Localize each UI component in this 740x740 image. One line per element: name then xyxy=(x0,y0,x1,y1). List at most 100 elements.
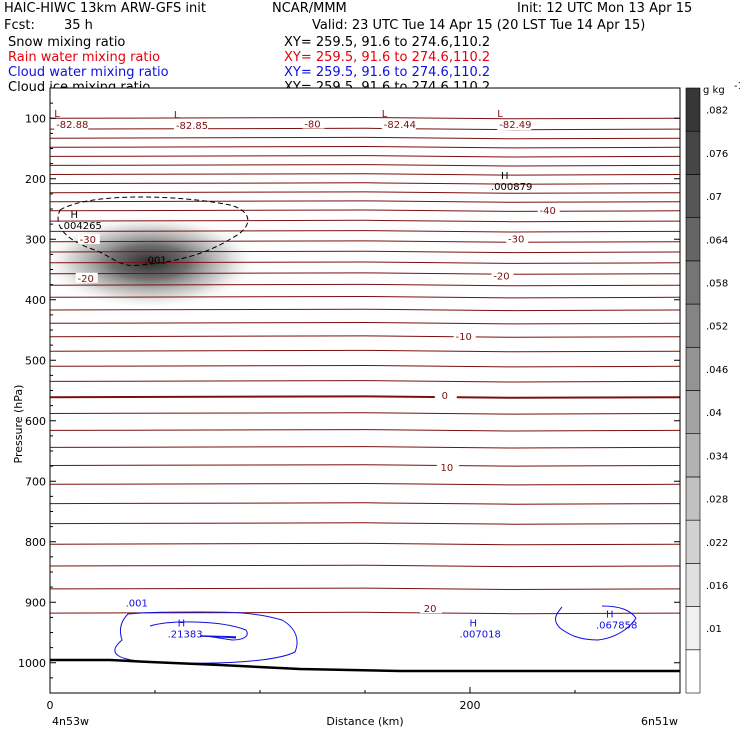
temperature-contour-line xyxy=(50,164,680,167)
contour-label: 0 xyxy=(442,391,448,402)
colorbar-tick-label: .04 xyxy=(706,408,722,419)
low-value: -82.85 xyxy=(176,121,208,132)
contour-label: -30 xyxy=(508,234,524,245)
low-value-bg xyxy=(54,119,89,130)
low-value: -82.49 xyxy=(499,120,531,131)
low-marker: L xyxy=(382,109,388,120)
high-marker: H xyxy=(470,618,478,629)
contour-label-bg xyxy=(491,270,514,281)
contour-label: -80 xyxy=(304,120,320,131)
header-org: NCAR/MMM xyxy=(272,1,347,16)
temperature-contours xyxy=(50,116,680,615)
contour-label-bg xyxy=(506,233,529,244)
colorbar-tick-label: .034 xyxy=(706,451,728,462)
y-tick-label: 200 xyxy=(25,173,46,186)
header-fcst-value: 35 h xyxy=(64,18,93,33)
low-value: -82.44 xyxy=(384,120,416,131)
field-name: Rain water mixing ratio xyxy=(8,50,160,65)
colorbar-swatch xyxy=(685,433,701,478)
y-tick-label: 900 xyxy=(25,596,46,609)
low-marker: L xyxy=(497,109,503,120)
colorbar-swatch xyxy=(685,606,701,651)
colorbar: .01 .016 .022 .028 .034 .04 .046 .052 .058 .064 .0… xyxy=(685,81,740,694)
temperature-contour-line xyxy=(50,136,680,140)
colorbar-swatch xyxy=(685,174,701,218)
temperature-contour-line xyxy=(50,191,680,194)
x-endpoint-left: 4n53w xyxy=(52,715,89,728)
colorbar-swatch xyxy=(685,390,701,435)
y-tick-label: 1000 xyxy=(18,657,46,670)
high-value: .007018 xyxy=(460,629,501,640)
field-legend: Snow mixing ratio XY= 259.5, 91.6 to 274.… xyxy=(8,35,490,95)
contour-label-bg xyxy=(75,272,98,283)
x-axis-label: Distance (km) xyxy=(326,715,403,728)
temperature-contour-line xyxy=(50,429,680,432)
contour-label-bg xyxy=(302,118,325,129)
temperature-contour-line xyxy=(50,295,680,299)
snow-shading-blob xyxy=(50,214,260,310)
colorbar-swatch xyxy=(685,563,701,607)
colorbar-tick-label: .028 xyxy=(706,495,728,506)
low-marker: L xyxy=(54,109,60,120)
colorbar-swatch xyxy=(685,346,701,391)
contour-label: -20 xyxy=(78,274,94,285)
temperature-contour-line xyxy=(50,321,680,325)
y-tick-label: 600 xyxy=(25,415,46,428)
header-valid: Valid: 23 UTC Tue 14 Apr 15 (20 LST Tue … xyxy=(312,18,645,33)
temperature-contour-line xyxy=(50,250,680,254)
colorbar-tick-label: .016 xyxy=(706,581,728,592)
temperature-contour-line xyxy=(50,542,680,546)
cloud-water-contours xyxy=(114,605,637,664)
high-value: .004265 xyxy=(61,221,102,232)
x-tick-label: 200 xyxy=(460,699,481,712)
field-name: Snow mixing ratio xyxy=(8,35,125,50)
colorbar-swatch xyxy=(685,649,701,694)
contour-label: -10 xyxy=(456,332,472,343)
contour-label-bg xyxy=(434,390,457,401)
colorbar-tick-label: .058 xyxy=(706,278,728,289)
colorbar-tick-label: .01 xyxy=(706,624,722,635)
figure-header: HAIC-HIWC 13km ARW-GFS init NCAR/MMM Ini… xyxy=(4,1,692,33)
colorbar-tick-label: .052 xyxy=(706,322,728,333)
mixing-ratio-contour-label: .001 xyxy=(126,598,148,609)
colorbar-swatch xyxy=(685,87,701,132)
temperature-contour-line xyxy=(50,364,680,368)
colorbar-swatch xyxy=(685,303,701,348)
low-value-bg xyxy=(173,121,208,132)
colorbar-tick-label: .064 xyxy=(706,235,728,246)
field-xy: XY= 259.5, 91.6 to 274.6,110.2 xyxy=(284,50,490,65)
mixing-ratio-contour-label: .001 xyxy=(145,255,167,266)
colorbar-tick-label: .046 xyxy=(706,365,728,376)
field-xy: XY= 259.5, 91.6 to 274.6,110.2 xyxy=(284,65,490,80)
temperature-contour-line xyxy=(50,145,680,149)
high-marker: H xyxy=(71,210,79,221)
temperature-contour-line xyxy=(50,522,680,525)
snow-contour-001 xyxy=(57,196,249,267)
y-tick-label: 700 xyxy=(25,475,46,488)
contour-label-bg xyxy=(537,205,560,216)
temperature-contour-line xyxy=(50,240,680,243)
temperature-contour-line xyxy=(50,182,680,185)
temperature-contour-line xyxy=(50,380,680,383)
temperature-contour-line xyxy=(50,482,680,486)
y-tick-label: 800 xyxy=(25,536,46,549)
cloud-water-contour-c xyxy=(199,635,237,638)
header-title: HAIC-HIWC 13km ARW-GFS init xyxy=(4,1,206,16)
header-fcst-label: Fcst: xyxy=(4,18,35,33)
annotations: -80-40-30 -30-20 -20-1001020L-82.88L-82.85… xyxy=(54,109,637,640)
temperature-contour-line xyxy=(50,587,680,591)
high-value: .000879 xyxy=(491,182,532,193)
high-value: .21383 xyxy=(168,629,203,640)
colorbar-swatch xyxy=(685,519,701,564)
contour-label: -30 xyxy=(80,235,96,246)
y-tick-label: 500 xyxy=(25,354,46,367)
temperature-contour-line xyxy=(50,219,680,223)
cloud-water-contour-d xyxy=(555,605,637,641)
low-marker: L xyxy=(174,110,180,121)
high-marker: H xyxy=(606,609,614,620)
temperature-contour-line xyxy=(50,230,680,233)
temperature-contour-line xyxy=(50,335,680,338)
contour-label-bg xyxy=(436,462,459,473)
y-tick-label: 400 xyxy=(25,294,46,307)
